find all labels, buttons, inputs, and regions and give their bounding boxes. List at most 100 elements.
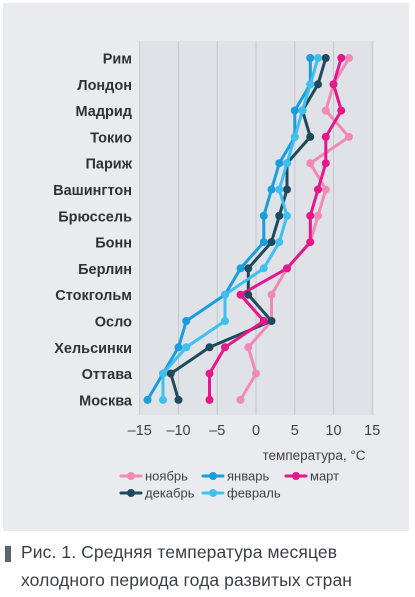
data-point-январь (275, 159, 284, 168)
category-label: Лондон (77, 78, 132, 94)
data-point-январь (290, 106, 299, 115)
data-point-март (259, 317, 268, 325)
data-point-декабрь (174, 395, 183, 404)
data-point-январь (236, 264, 245, 273)
data-point-январь (143, 395, 152, 404)
data-point-февраль (306, 80, 315, 89)
legend-label: январь (227, 469, 269, 484)
legend-item-декабрь: декабрь (119, 486, 195, 501)
data-point-ноябрь (345, 132, 353, 141)
data-point-март (321, 159, 330, 168)
data-point-март (306, 211, 315, 220)
temperature-chart: –15 –10 –5 0 5 10 15 температура, °С Рим Лондон Ма… (53, 41, 380, 501)
chart-panel: –15 –10 –5 0 5 10 15 температура, °С Рим Лондон Ма… (3, 3, 409, 531)
legend-label: декабрь (145, 486, 195, 501)
data-point-февраль (314, 54, 322, 62)
data-point-февраль (283, 211, 291, 220)
data-point-февраль (283, 159, 291, 168)
legend-swatch-dot (209, 472, 217, 480)
data-point-ноябрь (267, 290, 276, 299)
data-point-декабрь (205, 343, 214, 352)
legend-label: ноябрь (145, 469, 188, 484)
category-label: Брюссель (58, 209, 132, 225)
legend-swatch-dot (209, 489, 217, 497)
caption-marker (5, 546, 11, 562)
legend-swatch-dot (127, 472, 135, 480)
data-point-февраль (159, 369, 167, 378)
data-point-февраль (221, 317, 229, 325)
legend-item-март: март (284, 469, 339, 484)
category-label: Берлин (78, 262, 132, 278)
data-point-март (337, 106, 346, 115)
category-label: Вашингтон (53, 183, 132, 199)
data-point-март (205, 395, 214, 404)
data-point-февраль (275, 185, 284, 194)
x-axis-label: температура, °С (263, 448, 366, 463)
data-point-декабрь (244, 264, 253, 273)
data-point-декабрь (321, 54, 330, 62)
data-point-ноябрь (321, 106, 330, 115)
data-point-ноябрь (306, 159, 315, 168)
category-label: Хельсинки (54, 341, 132, 357)
data-point-март (321, 132, 330, 141)
x-tick-label: –10 (166, 423, 190, 439)
category-label: Осло (95, 315, 132, 331)
x-tick-label: 10 (325, 423, 341, 439)
data-point-март (283, 264, 291, 273)
data-point-март (314, 185, 322, 194)
series-line-январь (146, 56, 312, 402)
data-point-январь (259, 211, 268, 220)
data-point-ноябрь (244, 343, 253, 352)
category-label: Стокгольм (55, 288, 132, 304)
x-tick-label: –15 (128, 423, 152, 439)
data-point-март (221, 343, 229, 352)
category-label: Москва (79, 393, 133, 409)
data-point-ноябрь (314, 211, 322, 220)
data-point-март (205, 369, 214, 378)
data-point-январь (174, 343, 183, 352)
caption-line-2: холодного периода года развитых стран (21, 570, 353, 590)
series-line-февраль (161, 56, 320, 402)
data-point-декабрь (166, 369, 175, 378)
category-label: Оттава (82, 367, 133, 383)
data-point-декабрь (275, 211, 284, 220)
legend-item-февраль: февраль (201, 486, 281, 501)
legend-item-ноябрь: ноябрь (119, 469, 188, 484)
data-point-февраль (259, 264, 268, 273)
data-point-январь (182, 317, 191, 325)
data-point-февраль (275, 238, 284, 247)
category-label: Рим (103, 52, 132, 68)
data-point-ноябрь (252, 369, 260, 378)
data-point-декабрь (283, 185, 291, 194)
category-label: Токио (90, 130, 132, 146)
legend-label: март (310, 469, 339, 484)
data-point-март (337, 54, 346, 62)
data-point-декабрь (267, 238, 276, 247)
data-point-январь (267, 185, 276, 194)
data-point-март (329, 80, 338, 89)
data-point-февраль (221, 290, 229, 299)
data-point-март (236, 290, 245, 299)
legend-swatch-dot (292, 472, 300, 480)
data-point-январь (259, 238, 268, 247)
data-point-февраль (159, 395, 167, 404)
data-point-декабрь (267, 317, 276, 325)
series-line-март (208, 56, 343, 402)
legend-item-январь: январь (201, 469, 269, 484)
category-label: Париж (85, 157, 132, 173)
x-tick-label: 5 (291, 423, 299, 439)
legend-swatch-dot (127, 489, 135, 497)
x-tick-label: –5 (209, 423, 225, 439)
x-tick-label: 0 (252, 423, 260, 439)
data-point-январь (306, 54, 315, 62)
x-tick-label: 15 (364, 423, 380, 439)
data-point-ноябрь (321, 185, 330, 194)
data-point-ноябрь (236, 395, 245, 404)
series-line-ноябрь (239, 56, 351, 402)
category-label: Бонн (95, 236, 132, 252)
figure-caption: Рис. 1. Средняя температура месяцев холо… (3, 540, 409, 596)
data-point-декабрь (314, 80, 322, 89)
data-point-ноябрь (345, 54, 353, 62)
data-point-март (306, 238, 315, 247)
data-point-декабрь (306, 132, 315, 141)
